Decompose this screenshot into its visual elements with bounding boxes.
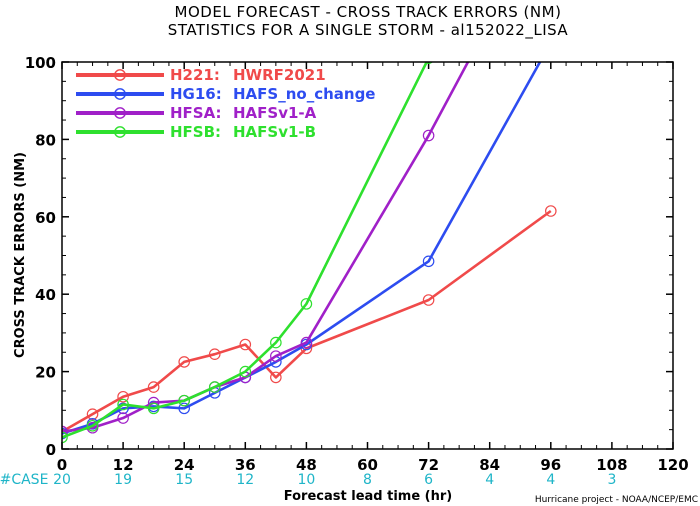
legend-label: HAFS_no_change: [233, 85, 375, 103]
x-tick-label: 96: [540, 456, 561, 474]
series-HAFSv1-B: [62, 62, 433, 444]
data-point: [422, 129, 435, 142]
legend: H221: HWRF2021 HG16: HAFS_no_change HFSA: HAF…: [76, 66, 375, 141]
y-axis-label: CROSS TRACK ERRORS (NM): [13, 152, 28, 358]
case-count: 3: [607, 472, 616, 488]
y-tick-label: 40: [35, 286, 56, 304]
y-tick-label: 0: [46, 441, 56, 459]
data-point: [208, 381, 221, 393]
case-count: 19: [114, 472, 132, 488]
case-count: 10: [297, 472, 315, 488]
data-point: [424, 62, 433, 64]
legend-item: H221: HWRF2021: [76, 66, 326, 84]
data-point: [62, 425, 68, 438]
footer-credit: Hurricane project - NOAA/NCEP/EMC: [535, 495, 698, 505]
x-tick-label: 108: [596, 456, 627, 474]
case-count: 15: [175, 472, 193, 488]
legend-label: HWRF2021: [233, 66, 326, 84]
legend-swatch-marker: [114, 126, 126, 138]
data-point: [117, 398, 129, 411]
case-count: 4: [546, 472, 555, 488]
x-tick-label: 60: [357, 456, 378, 474]
data-point: [208, 348, 221, 360]
y-tick-label: 80: [35, 131, 56, 149]
series-line: [62, 62, 542, 435]
series-line: [62, 209, 552, 433]
x-tick-label: 120: [657, 456, 688, 474]
data-point: [147, 381, 160, 393]
x-tick-label: 24: [174, 456, 195, 474]
legend-label: HAFSv1-B: [233, 123, 316, 141]
x-tick-label: 12: [113, 456, 134, 474]
data-point: [270, 350, 282, 362]
case-counts: 20 19 15 12 10 8 6 4 4 3: [53, 472, 616, 488]
y-tick-label: 100: [25, 54, 56, 72]
case-count: 6: [424, 472, 433, 488]
case-count: 20: [53, 472, 71, 488]
legend-swatch-marker: [114, 88, 126, 100]
chart-title-line1: MODEL FORECAST - CROSS TRACK ERRORS (NM): [175, 3, 562, 21]
data-point: [422, 255, 435, 268]
legend-code: HG16:: [170, 85, 222, 103]
legend-swatch-marker: [114, 107, 126, 119]
legend-code: HFSA:: [170, 104, 222, 122]
x-tick-label: 0: [57, 456, 67, 474]
x-tick-label: 84: [479, 456, 500, 474]
data-point: [270, 371, 282, 384]
legend-item: HG16: HAFS_no_change: [76, 85, 375, 103]
data-point: [300, 298, 313, 310]
x-tick-label: 48: [296, 456, 317, 474]
series-HWRF2021: [62, 205, 557, 438]
x-axis: 0 12 24 36 48 60 72 84 96 108 120: [57, 62, 689, 474]
chart-title-line2: STATISTICS FOR A SINGLE STORM - al152022…: [168, 21, 569, 40]
legend-swatch-marker: [114, 69, 126, 81]
data-point: [86, 408, 99, 420]
x-tick-label: 36: [235, 456, 256, 474]
series-layer: [62, 37, 557, 444]
series-line: [62, 62, 429, 439]
y-tick-label: 20: [35, 364, 56, 382]
legend-item: HFSB: HAFSv1-B: [76, 123, 316, 141]
data-point: [178, 394, 190, 407]
x-tick-label: 72: [418, 456, 439, 474]
x-axis-label: Forecast lead time (hr): [284, 489, 452, 504]
data-point: [544, 205, 557, 217]
case-count: 4: [485, 472, 494, 488]
case-count: 12: [236, 472, 254, 488]
data-point: [147, 402, 160, 415]
data-point: [86, 419, 99, 432]
legend-code: HFSB:: [170, 123, 221, 141]
plot-frame: [61, 61, 674, 450]
data-point: [300, 336, 313, 349]
data-point: [62, 431, 68, 444]
data-point: [546, 37, 556, 47]
data-point: [117, 390, 129, 403]
data-point: [239, 338, 252, 351]
data-point: [117, 412, 129, 424]
legend-label: HAFSv1-A: [233, 104, 317, 122]
legend-code: H221:: [170, 66, 220, 84]
y-tick-label: 60: [35, 209, 56, 227]
data-point: [178, 402, 190, 415]
case-label: #CASE: [0, 472, 48, 488]
data-point: [239, 365, 252, 378]
data-point: [178, 356, 190, 368]
data-point: [422, 294, 435, 306]
legend-item: HFSA: HAFSv1-A: [76, 104, 317, 122]
data-point: [270, 336, 282, 349]
case-count: 8: [363, 472, 372, 488]
